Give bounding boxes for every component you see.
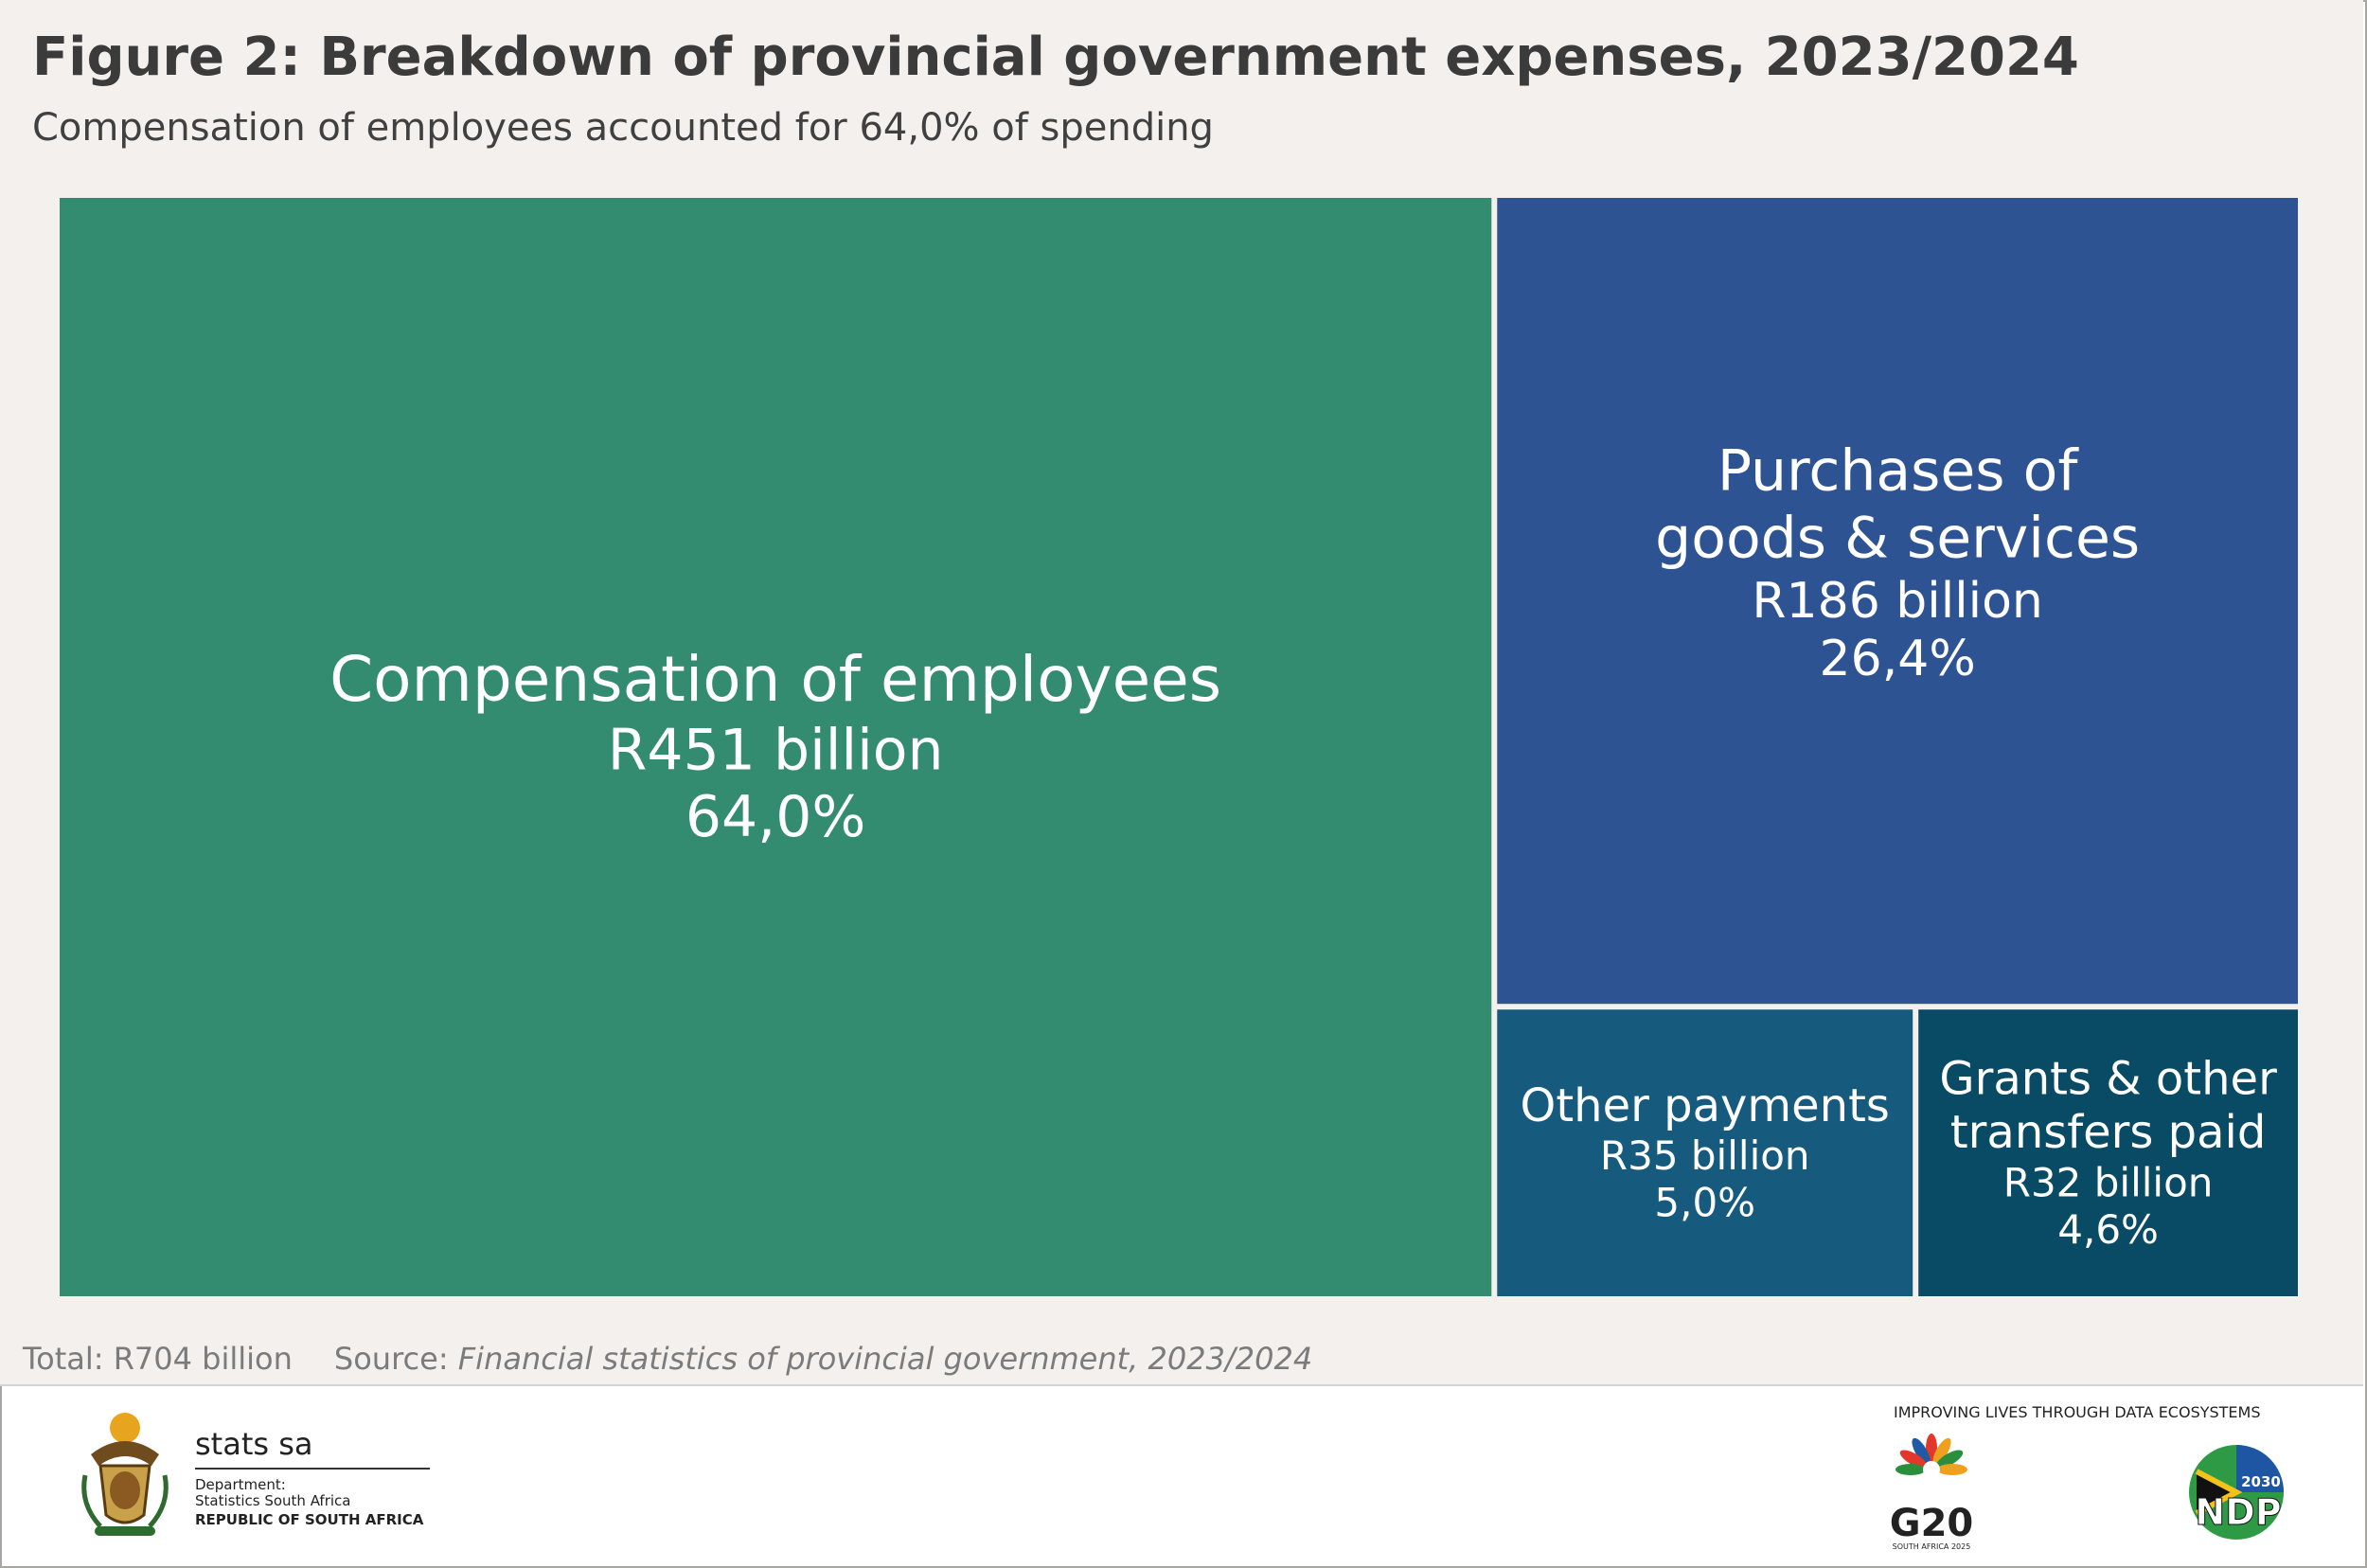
tile-label-percent-compensation-of-employees: 64,0% [685, 784, 866, 850]
chart-subtitle: Compensation of employees accounted for … [32, 106, 1214, 150]
g20-subtext: SOUTH AFRICA 2025 [1893, 1542, 1971, 1551]
tile-rect-purchases-of-goods-and-services [1497, 198, 2298, 1005]
tile-label-name-0-grants-and-other-transfers-paid: Grants & other [1939, 1053, 2277, 1106]
stats-department: Department: Statistics South Africa [195, 1477, 350, 1509]
ndp-year: 2030 [2241, 1473, 2281, 1490]
source-title: Financial statistics of provincial gover… [457, 1341, 1313, 1377]
tile-label-percent-other-payments: 5,0% [1654, 1180, 1755, 1226]
g20-text: G20 [1890, 1502, 1974, 1545]
ndp-logo: 2030 NDP [2189, 1445, 2284, 1540]
ndp-text: NDP [2195, 1491, 2281, 1533]
stats-dept-line-2: Statistics South Africa [195, 1492, 351, 1509]
tile-label-name-0-purchases-of-goods-and-services: Purchases of [1717, 438, 2080, 505]
stats-sa-name: stats sa [195, 1426, 313, 1462]
stats-country: REPUBLIC OF SOUTH AFRICA [195, 1511, 424, 1528]
tagline: IMPROVING LIVES THROUGH DATA ECOSYSTEMS [1894, 1403, 2261, 1421]
tile-rect-compensation-of-employees [60, 198, 1492, 1296]
tile-label-name-1-purchases-of-goods-and-services: goods & services [1655, 505, 2140, 571]
g20-logo: G20 SOUTH AFRICA 2025 [1890, 1434, 1974, 1551]
tile-label-value-compensation-of-employees: R451 billion [608, 717, 944, 783]
coat-of-arms-logo [81, 1413, 169, 1536]
footer-divider [0, 1384, 2363, 1386]
tile-label-name-0-other-payments: Other payments [1521, 1079, 1890, 1132]
tile-label-value-grants-and-other-transfers-paid: R32 billion [2003, 1159, 2214, 1205]
source-label: Source: [333, 1341, 449, 1377]
total-note: Total: R704 billion [23, 1341, 293, 1377]
tile-label-name-1-grants-and-other-transfers-paid: transfers paid [1950, 1106, 2267, 1159]
tile-label-percent-grants-and-other-transfers-paid: 4,6% [2057, 1206, 2159, 1253]
tile-rect-other-payments [1497, 1009, 1913, 1296]
tile-label-value-purchases-of-goods-and-services: R186 billion [1752, 573, 2042, 630]
chart-title: Figure 2: Breakdown of provincial govern… [32, 27, 2079, 88]
tile-label-percent-purchases-of-goods-and-services: 26,4% [1820, 631, 1976, 687]
stats-rule [195, 1468, 430, 1470]
tile-label-name-0-compensation-of-employees: Compensation of employees [329, 643, 1221, 716]
footnote: Total: R704 billion Source: Financial sta… [23, 1341, 1312, 1377]
tile-rect-grants-and-other-transfers-paid [1918, 1009, 2298, 1296]
stats-dept-line-1: Department: [195, 1476, 286, 1493]
tile-label-value-other-payments: R35 billion [1600, 1132, 1810, 1179]
